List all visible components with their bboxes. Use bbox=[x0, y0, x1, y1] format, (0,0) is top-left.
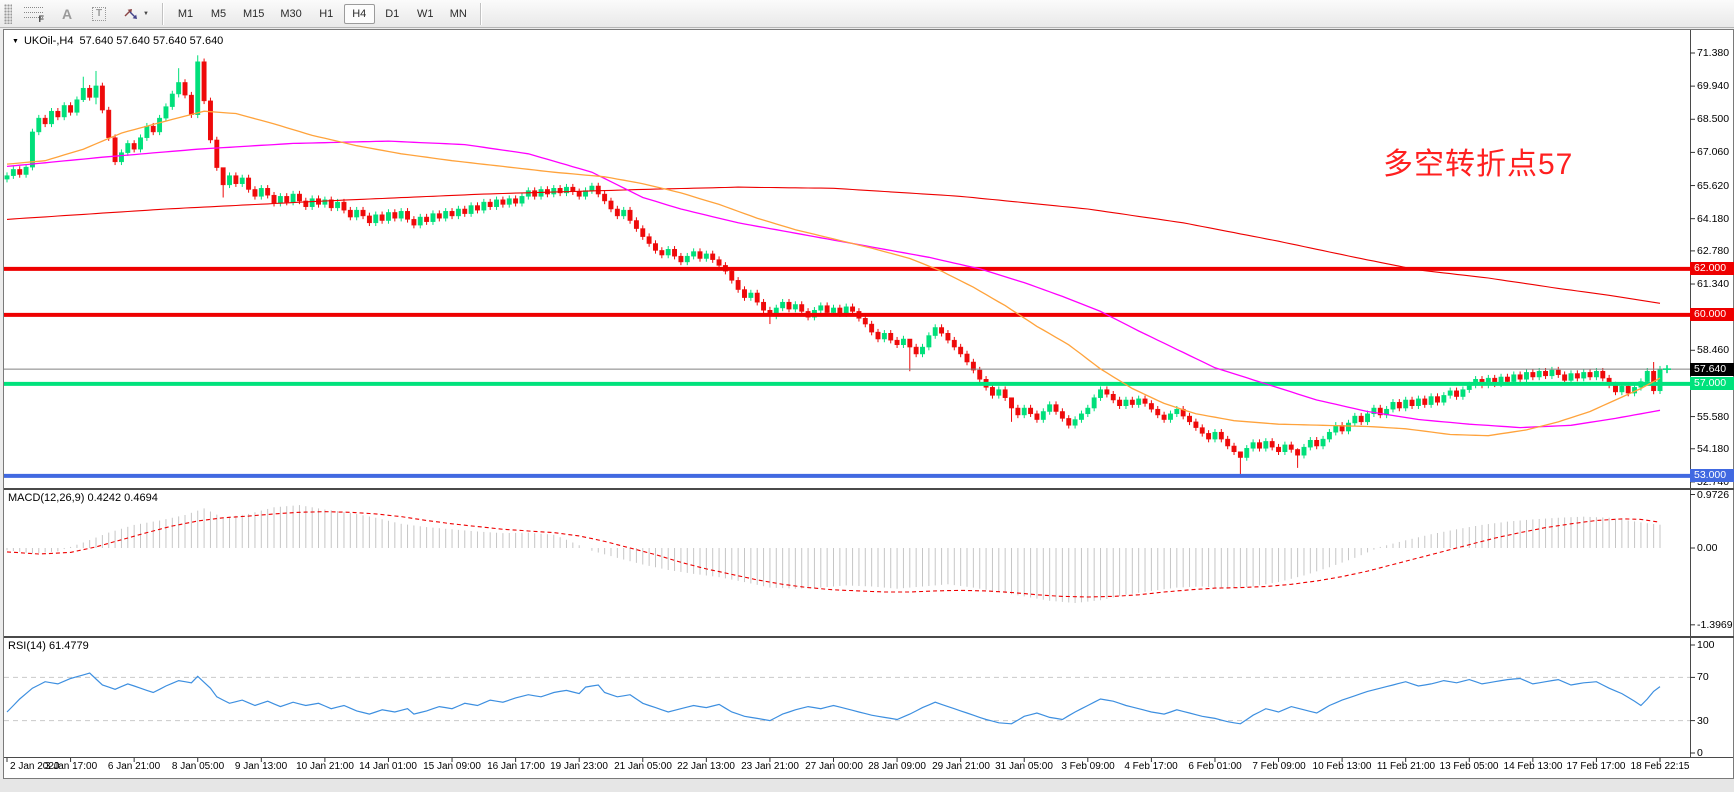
main-chart-pane[interactable] bbox=[4, 55, 1690, 478]
rsi-pane[interactable] bbox=[4, 672, 1690, 725]
text-label-tool-button[interactable]: T bbox=[85, 3, 113, 25]
toolbar: F A T ▼ M1 M5 M15 M30 H1 H4 D1 W1 MN bbox=[0, 0, 1734, 28]
timeframe-button-M1[interactable]: M1 bbox=[170, 4, 201, 24]
timeframe-group: M1 M5 M15 M30 H1 H4 D1 W1 MN bbox=[169, 3, 475, 24]
timeframe-button-H4[interactable]: H4 bbox=[343, 3, 375, 24]
chart-annotation-text[interactable]: 多空转折点57 bbox=[1383, 148, 1574, 181]
timeframe-button-M30[interactable]: M30 bbox=[273, 4, 308, 24]
text-label-icon: T bbox=[91, 6, 107, 21]
toolbar-separator bbox=[161, 2, 164, 25]
fibonacci-icon: F bbox=[24, 6, 44, 24]
text-tool-button[interactable]: A bbox=[53, 3, 81, 25]
text-icon: A bbox=[61, 5, 73, 22]
timeframe-button-MN[interactable]: MN bbox=[443, 4, 474, 24]
toolbar-grip[interactable] bbox=[4, 3, 12, 24]
ma-slow-red bbox=[6, 186, 1661, 304]
arrows-dropdown-icon[interactable]: ▼ bbox=[143, 10, 149, 17]
timeframe-button-M15[interactable]: M15 bbox=[236, 4, 271, 24]
timeframe-button-H1[interactable]: H1 bbox=[311, 4, 342, 24]
fibonacci-tool-button[interactable]: F bbox=[18, 3, 49, 25]
ma-mid-magenta bbox=[6, 140, 1661, 429]
timeframe-button-W1[interactable]: W1 bbox=[410, 4, 441, 24]
timeframe-button-D1[interactable]: D1 bbox=[377, 4, 408, 24]
timeframe-button-M5[interactable]: M5 bbox=[203, 4, 234, 24]
arrows-tool-button[interactable]: ▼ bbox=[117, 3, 155, 25]
arrows-icon bbox=[124, 8, 137, 19]
rsi-line bbox=[6, 672, 1661, 725]
ma-fast-orange bbox=[6, 110, 1661, 437]
macd-pane[interactable] bbox=[6, 505, 1661, 603]
toolbar-separator-end bbox=[479, 2, 482, 25]
